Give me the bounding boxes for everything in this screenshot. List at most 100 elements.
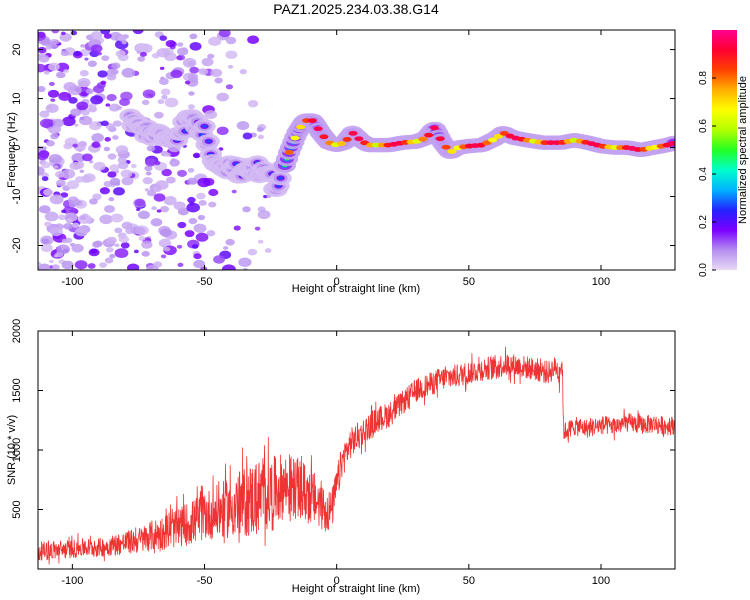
heatmap-point (58, 91, 72, 102)
colorbar: 0.0 0.2 0.4 0.6 0.8 Normalized spectral ampl… (698, 30, 749, 277)
colorbar-tick-label: 0.0 (698, 263, 709, 277)
y-tick-label: -10 (11, 189, 23, 205)
heatmap-point (159, 228, 172, 237)
heatmap-point (146, 145, 156, 152)
heatmap-point (214, 77, 223, 84)
heatmap-point (72, 143, 79, 148)
heatmap-ridge-core (499, 130, 509, 136)
colorbar-tick-label: 0.6 (698, 119, 709, 133)
heatmap-point (165, 39, 176, 48)
heatmap-point (90, 44, 103, 53)
heatmap-point (88, 121, 102, 131)
heatmap-point (51, 30, 60, 34)
x-tick-label: 0 (334, 575, 340, 587)
heatmap-point (66, 180, 80, 190)
heatmap-point (59, 32, 72, 42)
heatmap-point (189, 33, 198, 40)
heatmap-point (50, 98, 56, 102)
heatmap-point (107, 153, 117, 160)
heatmap-point (134, 198, 146, 207)
heatmap-point (187, 72, 199, 81)
heatmap-point (91, 133, 104, 143)
heatmap-point (254, 226, 261, 231)
heatmap-point (247, 248, 258, 256)
heatmap-point (138, 235, 146, 241)
heatmap-point (130, 163, 137, 169)
heatmap-point (136, 50, 142, 54)
heatmap-point (93, 161, 106, 171)
heatmap-point (63, 142, 73, 150)
heatmap-point (51, 264, 60, 270)
heatmap-ridge-core (313, 126, 323, 132)
heatmap-point (96, 51, 102, 56)
heatmap-point (216, 92, 229, 102)
heatmap-ridge-core (319, 134, 329, 140)
heatmap-point (187, 61, 195, 66)
heatmap-point (61, 209, 67, 214)
heatmap-point (44, 211, 59, 222)
heatmap-point (46, 140, 55, 147)
heatmap-point (114, 243, 120, 248)
heatmap-point (176, 55, 183, 61)
heatmap-point (76, 101, 89, 111)
snr-panel: -100 -50 0 50 100 500 1000 1500 2000 Height of … (6, 319, 676, 595)
heatmap-point (78, 214, 92, 224)
heatmap-point (87, 60, 97, 67)
heatmap-point (137, 56, 146, 62)
heatmap-point (108, 103, 121, 112)
heatmap-point (41, 176, 49, 182)
heatmap-point (72, 222, 80, 228)
heatmap-point (109, 164, 120, 172)
heatmap-point (38, 261, 42, 266)
heatmap-point (60, 50, 69, 57)
heatmap-point (78, 115, 93, 126)
heatmap-point (110, 213, 124, 223)
colorbar-tick-label: 0.4 (698, 167, 709, 181)
heatmap-point (43, 188, 53, 196)
heatmap-point (225, 84, 234, 90)
heatmap-point (63, 205, 76, 215)
heatmap-point (216, 126, 229, 136)
heatmap-point (91, 141, 101, 148)
heatmap-point (137, 210, 150, 220)
heatmap-point (104, 205, 115, 213)
heatmap-ridge-core (482, 140, 492, 146)
heatmap-point (88, 160, 94, 164)
heatmap-point (187, 167, 195, 173)
heatmap-point (38, 263, 51, 270)
heatmap-point (71, 153, 86, 163)
heatmap-point (144, 188, 150, 192)
heatmap-point (192, 152, 201, 159)
heatmap-point (121, 67, 136, 78)
heatmap-point (154, 160, 161, 166)
heatmap-point (177, 262, 184, 267)
heatmap-point (135, 43, 148, 53)
heatmap-point (197, 214, 206, 221)
heatmap-point (188, 91, 195, 96)
heatmap-ridge-core (336, 141, 346, 147)
heatmap-frame (37, 29, 676, 271)
heatmap-point (191, 244, 199, 249)
heatmap-point (257, 210, 271, 220)
colorbar-tick-label: 0.8 (698, 71, 709, 85)
heatmap-point (196, 192, 206, 200)
heatmap-point (92, 241, 102, 248)
heatmap-y-axis-label: Frequency (Hz) (6, 112, 18, 188)
heatmap-point (68, 96, 78, 104)
heatmap-point (120, 169, 133, 178)
heatmap-point (187, 104, 195, 110)
heatmap-point (160, 205, 170, 213)
heatmap-point (50, 133, 59, 140)
heatmap-point (55, 71, 65, 79)
heatmap-point (99, 262, 108, 268)
heatmap-point (81, 109, 90, 116)
heatmap-x-axis-label: Height of straight line (km) (292, 283, 420, 295)
heatmap-point (41, 243, 53, 253)
heatmap-point (62, 116, 76, 127)
heatmap-point (109, 177, 121, 186)
heatmap-point (158, 77, 169, 86)
heatmap-point (169, 159, 180, 167)
heatmap-point (39, 110, 50, 118)
heatmap-scatter-layer (38, 30, 272, 270)
heatmap-ridge-core (348, 130, 358, 136)
